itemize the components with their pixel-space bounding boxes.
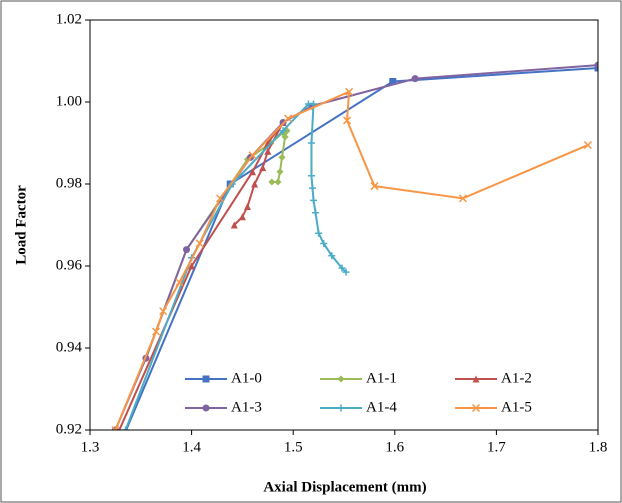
marker [370,182,379,191]
y-tick-label: 0.98 [56,175,82,191]
marker [268,178,276,186]
marker [111,425,120,430]
marker [152,327,161,336]
plot-area [111,61,598,430]
marker [202,404,210,412]
marker [281,133,289,141]
marker [471,403,481,413]
y-tick-label: 1.00 [56,93,82,109]
marker [328,252,336,260]
marker [175,278,184,287]
x-tick-label: 1.7 [487,439,506,455]
marker [278,153,286,161]
plot-frame [89,19,599,431]
marker [202,375,210,383]
marker [389,78,397,85]
marker [251,180,259,188]
marker [583,141,592,150]
y-tick-label: 0.96 [56,257,83,273]
marker [594,61,598,69]
series-line [124,103,347,430]
marker [411,75,419,83]
marker [248,151,257,160]
marker [345,87,354,96]
y-axis-label: Load Factor [13,185,29,265]
y-tick-label: 1.02 [56,11,82,27]
legend-label: A1-2 [501,370,532,386]
marker [195,239,204,248]
marker [122,426,130,430]
marker [249,168,257,176]
y-tick-label: 0.94 [56,339,83,355]
marker [337,375,345,383]
marker [337,404,345,412]
marker [276,168,284,176]
marker [458,194,467,203]
marker [472,375,480,383]
marker [264,147,272,155]
marker [284,114,293,123]
marker [320,239,328,247]
legend-label: A1-5 [501,399,532,415]
legend-label: A1-3 [231,399,262,415]
x-tick-label: 1.5 [284,439,303,455]
marker [310,196,318,204]
marker [312,209,320,217]
marker [279,127,287,135]
marker [307,139,315,147]
marker [188,262,196,270]
marker [338,264,346,272]
marker [259,164,267,172]
legend-label: A1-1 [366,370,397,386]
x-tick-label: 1.3 [81,439,100,455]
marker [216,194,225,203]
marker [274,178,282,186]
marker [238,213,246,221]
marker [230,221,238,229]
marker [315,229,323,237]
legend-label: A1-0 [231,370,262,386]
x-tick-label: 1.6 [385,439,404,455]
marker [309,184,317,192]
marker [243,203,251,211]
marker [343,116,352,125]
x-tick-label: 1.8 [589,439,608,455]
y-tick-label: 0.92 [56,421,82,437]
marker [307,172,315,180]
marker [159,307,168,316]
legend-label: A1-4 [366,399,397,415]
marker [342,268,350,276]
x-tick-label: 1.4 [182,439,201,455]
x-axis-label: Axial Displacement (mm) [263,479,426,495]
marker [183,246,191,254]
